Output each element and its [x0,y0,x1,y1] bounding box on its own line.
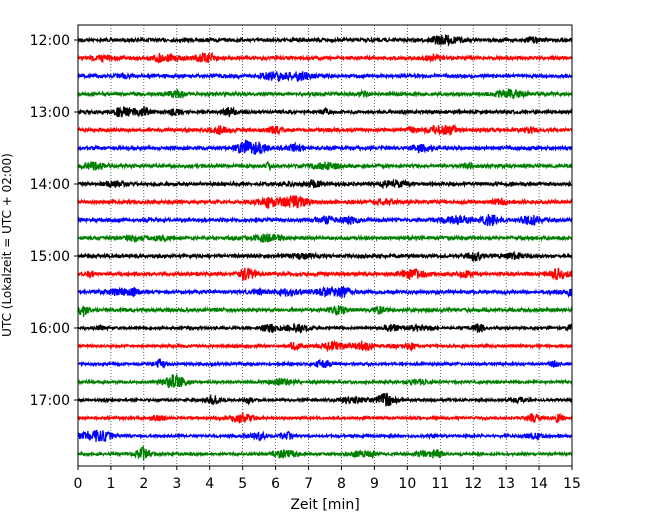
trace-1415 [77,195,573,209]
y-tick-label-13:00: 13:00 [30,105,70,121]
x-tick-label-6: 6 [271,476,280,492]
y-tick-label-14:00: 14:00 [30,177,70,193]
x-tick-label-14: 14 [530,476,548,492]
trace-1315 [77,123,573,137]
x-tick-label-0: 0 [74,476,83,492]
trace-1215 [77,51,573,65]
x-tick-label-9: 9 [370,476,379,492]
y-tick-label-16:00: 16:00 [30,321,70,337]
trace-1545 [77,305,573,318]
trace-1730 [77,429,573,442]
y-axis-title: UTC (Lokalzeit = UTC + 02:00) [0,153,14,337]
x-axis: 0 1 2 3 4 5 6 7 8 9 10 11 12 13 14 15 [74,466,581,492]
x-tick-label-11: 11 [431,476,449,492]
trace-1400 [77,178,573,190]
trace-1715 [77,411,573,424]
x-tick-label-3: 3 [172,476,181,492]
trace-1300 [77,105,573,118]
x-tick-label-2: 2 [139,476,148,492]
trace-1630 [77,358,573,370]
trace-layer [77,34,573,461]
y-tick-label-12:00: 12:00 [30,33,70,49]
trace-1615 [77,339,573,353]
x-tick-label-1: 1 [106,476,115,492]
trace-1200 [77,34,573,48]
trace-1700 [77,392,573,407]
x-tick-label-7: 7 [304,476,313,492]
trace-1530 [77,285,573,299]
trace-1745 [77,444,573,461]
x-tick-label-12: 12 [464,476,482,492]
y-tick-label-15:00: 15:00 [30,249,70,265]
trace-1245 [77,88,573,100]
trace-1445 [77,233,573,244]
y-tick-label-17:00: 17:00 [30,393,70,409]
plot-frame [77,24,573,467]
trace-1430 [77,213,573,227]
x-tick-label-8: 8 [337,476,346,492]
trace-1330 [77,139,573,155]
x-tick-label-13: 13 [497,476,515,492]
x-tick-label-10: 10 [398,476,416,492]
x-axis-title: Zeit [min] [290,497,359,513]
x-tick-label-4: 4 [205,476,214,492]
x-tick-label-5: 5 [238,476,247,492]
trace-1230 [77,71,573,83]
y-axis: 12:00 13:00 14:00 15:00 16:00 17:00 [30,33,78,409]
trace-1500 [77,250,573,263]
trace-1515 [77,267,573,282]
trace-1600 [77,322,573,334]
trace-1645 [77,374,573,389]
trace-1345 [77,160,573,172]
x-tick-label-15: 15 [563,476,581,492]
